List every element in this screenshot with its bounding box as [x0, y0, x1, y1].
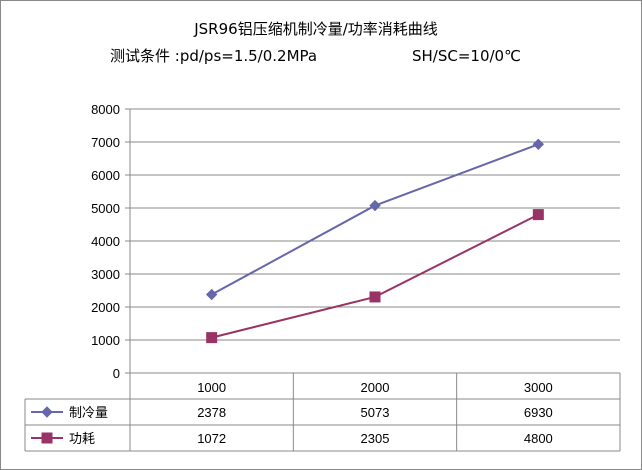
- legend-label-0: 制冷量: [69, 406, 108, 421]
- y-tick-label: 4000: [91, 234, 120, 249]
- legend-marker-0: [41, 406, 53, 418]
- y-tick-label: 7000: [91, 135, 120, 150]
- series-0-point: [532, 138, 545, 151]
- x-category-label: 2000: [361, 380, 390, 395]
- series-0-point: [205, 288, 218, 301]
- table-value: 6930: [524, 405, 553, 420]
- y-tick-label: 2000: [91, 300, 120, 315]
- y-tick-label: 1000: [91, 333, 120, 348]
- y-tick-label: 6000: [91, 168, 120, 183]
- series-1-point: [206, 332, 218, 344]
- x-category-label: 3000: [524, 380, 553, 395]
- y-tick-label: 0: [113, 366, 120, 381]
- chart-title-line1: JSR96铝压缩机制冷量/功率消耗曲线: [193, 20, 438, 38]
- y-tick-label: 8000: [91, 102, 120, 117]
- legend-label-1: 功耗: [69, 432, 95, 447]
- data-table: 1000 2000 3000 制冷量 2378 5073 6930 功耗 1072 2305 480…: [24, 372, 621, 452]
- y-tick-label: 5000: [91, 201, 120, 216]
- series-1-point: [369, 291, 381, 303]
- table-value: 2378: [197, 405, 226, 420]
- y-tick-labels: 0 1000 2000 3000 4000 5000 6000 7000 8000: [91, 102, 120, 381]
- series-0-point: [369, 199, 381, 212]
- legend-marker-1: [41, 432, 53, 444]
- table-value: 4800: [524, 431, 553, 446]
- series-layer: [205, 138, 545, 344]
- y-tick-label: 3000: [91, 267, 120, 282]
- table-value: 1072: [197, 431, 226, 446]
- chart-title-conditions: 测试条件 :pd/ps=1.5/0.2MPa: [110, 47, 317, 65]
- series-1-point: [532, 209, 544, 221]
- chart-title-sh-sc: SH/SC=10/0℃: [412, 47, 521, 65]
- table-value: 5073: [361, 405, 390, 420]
- table-value: 2305: [361, 431, 390, 446]
- x-category-label: 1000: [197, 380, 226, 395]
